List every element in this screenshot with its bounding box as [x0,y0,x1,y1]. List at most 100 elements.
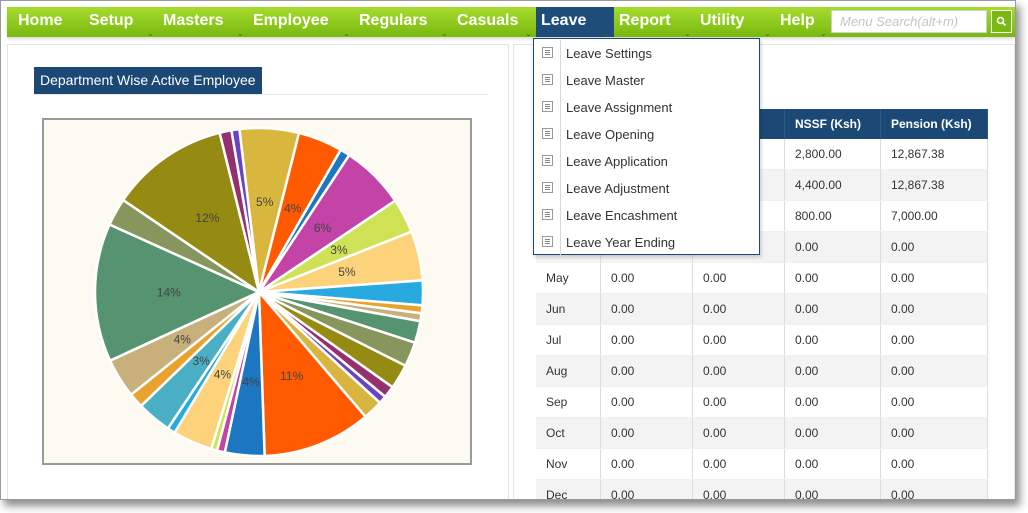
leave-menu-item[interactable]: Leave Encashment [534,202,759,229]
chevron-down-icon: ⌄ [820,29,827,38]
pie-slice [121,131,261,294]
divider [560,148,561,175]
chevron-down-icon: ⌄ [441,29,448,38]
menu-item-masters[interactable]: Masters ⌄ [158,7,248,38]
pie-slice-label: 6% [314,221,332,235]
table-cell: 0.00 [692,448,785,480]
table-cell: Sep [536,386,601,418]
table-cell: Oct [536,417,601,449]
leave-menu-item-label: Leave Opening [566,127,655,142]
table-cell: 4,400.00 [784,169,881,201]
search-button[interactable] [991,10,1012,33]
table-cell: Jun [536,293,601,325]
table-cell: 0.00 [784,386,881,418]
pie-slice-label: 3% [330,243,348,257]
table-cell: 0.00 [692,262,785,294]
pie-slice [93,223,261,362]
menu-item-home[interactable]: Home [18,7,84,37]
chevron-down-icon: ⌄ [237,29,244,38]
menu-item-label: Employee [253,12,329,29]
menu-item-leave[interactable]: Leave ⌄ [536,7,614,38]
table-row: Jul 0.00 0.00 0.00 0.00 [536,324,988,356]
table-cell: 0.00 [692,417,785,449]
pie-slice-label: 3% [193,354,211,368]
leave-menu-item[interactable]: Leave Year Ending [534,229,759,256]
document-icon [542,155,553,166]
menu-item-regulars[interactable]: Regulars ⌄ [354,7,452,38]
search-icon [996,16,1007,27]
table-cell: 0.00 [692,479,785,499]
table-cell: 12,867.38 [880,139,988,170]
table-row: Dec 0.00 0.00 0.00 0.00 [536,479,988,499]
table-cell: 0.00 [600,417,693,449]
leave-menu-item-label: Leave Adjustment [566,181,670,196]
pie-slice-label: 5% [256,195,274,209]
menu-item-employee[interactable]: Employee ⌄ [248,7,354,38]
menu-item-casuals[interactable]: Casuals ⌄ [452,7,536,38]
leave-menu-item-label: Leave Year Ending [566,235,676,250]
document-icon [542,101,553,112]
pie-slice-label: 4% [174,333,192,347]
leave-menu-item-label: Leave Assignment [566,100,673,115]
menu-item-utility[interactable]: Utility ⌄ [695,7,775,38]
table-cell: 0.00 [880,262,988,294]
table-cell: 0.00 [880,386,988,418]
divider [34,94,488,95]
pie-slice-label: 11% [280,369,303,383]
table-cell: 0.00 [880,479,988,499]
leave-menu-item[interactable]: Leave Assignment [534,94,759,121]
divider [560,121,561,148]
menu-item-setup[interactable]: Setup ⌄ [84,7,158,38]
column-header-nssf: NSSF (Ksh) [784,109,881,139]
table-cell: Jul [536,324,601,356]
table-cell: 7,000.00 [880,200,988,232]
table-cell: 0.00 [784,293,881,325]
divider [560,94,561,121]
table-cell: 0.00 [784,324,881,356]
leave-menu-item-label: Leave Encashment [566,208,678,223]
table-cell: May [536,262,601,294]
table-cell: 0.00 [784,231,881,263]
table-cell: 0.00 [880,293,988,325]
leave-menu-item[interactable]: Leave Opening [534,121,759,148]
leave-menu-item[interactable]: Leave Application [534,148,759,175]
table-cell: 0.00 [880,231,988,263]
table-cell: 0.00 [880,417,988,449]
table-cell: Nov [536,448,601,480]
divider [560,202,561,229]
pie-chart-svg: 5% 4%6%3%5%11%4%4%3%4%14%12% [93,126,425,458]
table-cell: 0.00 [880,448,988,480]
table-cell: 0.00 [692,355,785,387]
leave-menu-item[interactable]: Leave Master [534,67,759,94]
menu-item-report[interactable]: Report ⌄ [614,7,695,38]
menu-item-label: Utility [700,12,745,29]
leave-menu-item-label: Leave Settings [566,46,653,61]
menu-item-help[interactable]: Help ⌄ [775,7,831,38]
menu-search-input[interactable] [831,10,987,33]
document-icon [542,47,553,58]
table-cell: 0.00 [600,355,693,387]
menu-item-label: Leave [541,12,587,29]
chevron-down-icon: ⌄ [603,29,610,38]
document-icon [542,236,553,247]
table-cell: 0.00 [784,479,881,499]
table-cell: 0.00 [784,262,881,294]
pie-slice [257,290,367,458]
table-row: Jun 0.00 0.00 0.00 0.00 [536,293,988,325]
pie-slice-label: 5% [338,265,356,279]
pie-slice-label: 4% [214,367,232,381]
chevron-down-icon: ⌄ [525,29,532,38]
table-row: Oct 0.00 0.00 0.00 0.00 [536,417,988,449]
table-cell: 0.00 [600,324,693,356]
table-cell: Aug [536,355,601,387]
divider [560,40,561,67]
leave-dropdown-menu: Leave Settings Leave Master Leave Assignme… [533,38,760,256]
menu-item-label: Regulars [359,12,428,29]
chevron-down-icon: ⌄ [684,29,691,38]
menu-item-label: Masters [163,12,224,29]
table-cell: 2,800.00 [784,139,881,170]
table-cell: 0.00 [692,293,785,325]
menu-item-label: Help [780,12,815,29]
leave-menu-item[interactable]: Leave Adjustment [534,175,759,202]
leave-menu-item[interactable]: Leave Settings [534,40,759,67]
